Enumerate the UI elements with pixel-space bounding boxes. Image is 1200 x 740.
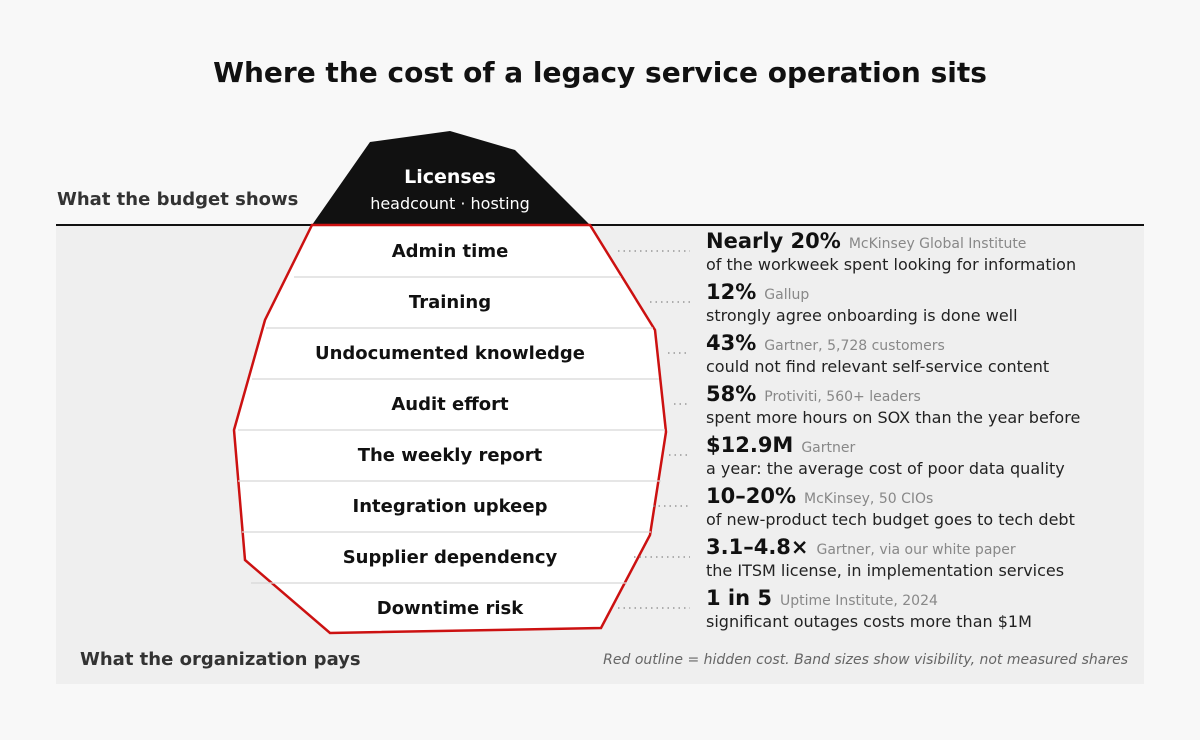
stat-source: McKinsey, 50 CIOs (804, 491, 934, 507)
band-separators (238, 276, 665, 584)
stat-description: of new-product tech budget goes to tech … (706, 510, 1075, 529)
stat-value: 43% (706, 331, 757, 355)
stat-annotation: Nearly 20% McKinsey Global Institute of t… (706, 229, 1136, 274)
band-label: The weekly report (357, 445, 543, 466)
stat-description: of the workweek spent looking for inform… (706, 255, 1077, 274)
stat-value: Nearly 20% (706, 229, 841, 253)
stat-value: $12.9M (706, 433, 794, 457)
stat-source: Gartner, 5,728 customers (764, 338, 945, 354)
stat-source: McKinsey Global Institute (848, 236, 1027, 252)
stat-description: strongly agree onboarding is done well (706, 306, 1018, 325)
stat-value: 1 in 5 (706, 586, 772, 610)
stat-annotation: 3.1–4.8× Gartner, via our white paper the… (706, 535, 1136, 580)
stat-description: significant outages costs more than $1M (706, 612, 1032, 631)
tip-title: Licenses (404, 166, 496, 188)
organization-label: What the organization pays (80, 649, 361, 670)
stat-source: Protiviti, 560+ leaders (764, 389, 921, 405)
page-title: Where the cost of a legacy service opera… (213, 56, 987, 89)
stat-value: 10–20% (706, 484, 796, 508)
stat-description: a year: the average cost of poor data qu… (706, 459, 1065, 478)
stat-annotation: 1 in 5 Uptime Institute, 2024 significant… (706, 586, 1136, 631)
stat-annotation: 12% Gallup strongly agree onboarding is d… (706, 280, 1136, 325)
stat-description: could not find relevant self-service con… (706, 357, 1050, 376)
band-label: Audit effort (391, 394, 509, 415)
stat-annotation: 10–20% McKinsey, 50 CIOs of new-product t… (706, 484, 1136, 529)
band-label: Training (408, 292, 492, 313)
band-label: Admin time (391, 241, 509, 262)
band-label: Downtime risk (376, 598, 524, 619)
stat-annotation: 58% Protiviti, 560+ leaders spent more ho… (706, 382, 1136, 427)
legend-footnote: Red outline = hidden cost. Band sizes sh… (603, 652, 1128, 668)
stat-source: Gartner (801, 440, 856, 456)
iceberg-hidden-mass (232, 223, 668, 635)
stat-value: 58% (706, 382, 757, 406)
band-label: Integration upkeep (352, 496, 548, 517)
waterline (56, 224, 1144, 226)
band-label: Undocumented knowledge (314, 343, 586, 364)
stat-value: 3.1–4.8× (706, 535, 809, 559)
leaders (618, 250, 690, 609)
stat-description: the ITSM license, in implementation serv… (706, 561, 1065, 580)
stat-source: Uptime Institute, 2024 (780, 593, 938, 609)
iceberg-tip (312, 131, 590, 225)
stat-source: Gallup (764, 287, 810, 303)
budget-label: What the budget shows (57, 189, 299, 210)
stat-value: 12% (706, 280, 757, 304)
band-label: Supplier dependency (342, 547, 558, 568)
tip-subtitle: headcount · hosting (370, 194, 530, 213)
stat-description: spent more hours on SOX than the year be… (706, 408, 1081, 427)
stat-annotation: 43% Gartner, 5,728 customers could not fi… (706, 331, 1136, 376)
stat-source: Gartner, via our white paper (816, 542, 1016, 558)
stat-annotation: $12.9M Gartner a year: the average cost o… (706, 433, 1136, 478)
